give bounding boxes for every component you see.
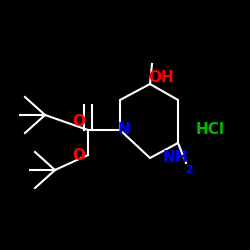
Text: OH: OH: [148, 70, 174, 86]
Text: O: O: [72, 148, 85, 162]
Text: HCl: HCl: [196, 122, 225, 138]
Text: O: O: [72, 114, 85, 130]
Text: 2: 2: [185, 165, 193, 175]
Text: N: N: [118, 122, 131, 138]
Text: NH: NH: [163, 150, 188, 166]
